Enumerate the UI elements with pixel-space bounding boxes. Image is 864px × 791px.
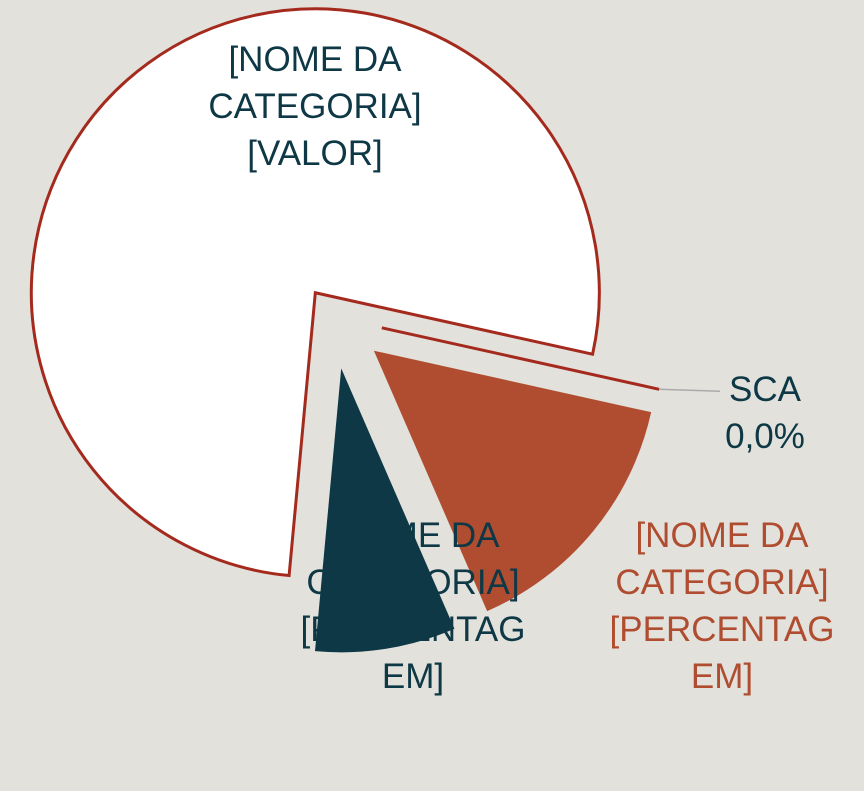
slice: [381, 326, 660, 391]
data-label-value: [PERCENTAG EM]: [301, 610, 526, 696]
slice: [373, 350, 652, 612]
data-label-category: [NOME DA CATEGORIA]: [306, 516, 519, 602]
leader-line: [659, 388, 721, 393]
data-label-category: SCA: [729, 370, 802, 409]
slice: [29, 7, 601, 578]
data-label-value: [VALOR]: [247, 134, 383, 173]
data-label-value: 0,0%: [725, 417, 805, 456]
data-label-value: [PERCENTAG EM]: [610, 610, 835, 696]
data-label-category: [NOME DA CATEGORIA]: [615, 516, 828, 602]
slice: [314, 368, 455, 653]
data-label-category: [NOME DA CATEGORIA]: [208, 40, 421, 126]
